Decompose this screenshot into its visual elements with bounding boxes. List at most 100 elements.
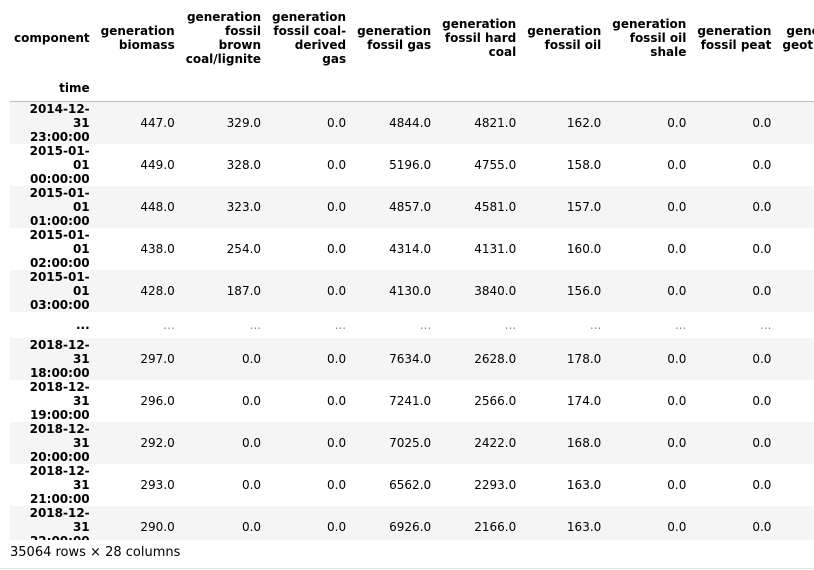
cell: 0.0 [752,284,772,298]
empty-header [96,75,182,102]
header-row: component generation biomass generation f… [10,0,814,75]
data-row: 2014-12-31 23:00:00 447.0 329.0 0.0 4844.0 48… [10,101,814,144]
cell: 0.0 [752,200,772,214]
data-row: 2018-12-31 19:00:00 296.0 0.0 0.0 7241.0 2566… [10,380,814,422]
cell: 0.0 [778,464,814,506]
cell: 5196.0 [389,158,432,172]
cell: 0.0 [667,520,687,534]
cell: 0.0 [667,352,687,366]
cell: 293.0 [140,478,175,492]
cell: 0.0 [241,436,262,450]
cell: 0.0 [327,242,347,256]
cell: 2628.0 [474,352,517,366]
cell: 0.0 [667,284,687,298]
cell: 0.0 [241,520,262,534]
cell: 296.0 [140,394,175,408]
empty-header [181,75,269,102]
cell: 0.0 [778,422,814,464]
cell: 0.0 [752,436,772,450]
row-index: 2018-12-31 19:00:00 [29,380,90,422]
cell: 7025.0 [389,436,432,450]
cell: ... [249,318,262,332]
cell: 254.0 [226,242,262,256]
empty-header [693,75,779,102]
cell: 2566.0 [474,394,517,408]
cell: 438.0 [140,242,175,256]
data-row: 2018-12-31 22:00:00 290.0 0.0 0.0 6926.0 2166… [10,506,814,540]
cell: 4581.0 [474,200,517,214]
cell: 6562.0 [389,478,432,492]
row-index: 2018-12-31 20:00:00 [29,422,90,464]
data-row: 2015-01-01 03:00:00 428.0 187.0 0.0 4130.0 38… [10,270,814,312]
columns-name: component [14,30,90,45]
cell: 3840.0 [474,284,517,298]
cell: 0.0 [667,394,687,408]
cell: 449.0 [140,158,175,172]
cell: 0.0 [752,478,772,492]
empty-header [523,75,609,102]
cell: 4844.0 [389,116,432,130]
row-index: ... [75,318,90,332]
row-index: 2015-01-01 01:00:00 [29,186,90,228]
cell: 0.0 [752,242,772,256]
cell: 168.0 [566,436,602,450]
cell: 448.0 [140,200,175,214]
cell: 6926.0 [389,520,432,534]
column-header: generation biomass [100,23,175,52]
cell: 0.0 [667,242,687,256]
cell: 0.0 [327,284,347,298]
cell: 157.0 [566,200,602,214]
row-index: 2018-12-31 22:00:00 [29,506,90,540]
column-header: generation fossil gas [357,23,432,52]
data-row: 2018-12-31 20:00:00 292.0 0.0 0.0 7025.0 2422… [10,422,814,464]
cell: 0.0 [752,158,772,172]
empty-header [353,75,439,102]
cell: ... [504,318,517,332]
cell: 0.0 [327,158,347,172]
cell: 292.0 [140,436,175,450]
cell: 0.0 [752,116,772,130]
cell: 4314.0 [389,242,432,256]
cell: 160.0 [566,242,602,256]
data-row: 2018-12-31 21:00:00 293.0 0.0 0.0 6562.0 2293… [10,464,814,506]
data-row: 2015-01-01 02:00:00 438.0 254.0 0.0 4314.0 41… [10,228,814,270]
shape-footer: 35064 rows × 28 columns [10,545,181,560]
cell: 2293.0 [474,478,517,492]
cell: 0.0 [667,200,687,214]
cell: 0.0 [667,478,687,492]
cell: 0.0 [327,520,347,534]
cell: 7634.0 [389,352,432,366]
cell: ... [674,318,687,332]
data-row: ................................. [10,312,814,338]
cell: 428.0 [140,284,175,298]
cell: 4130.0 [389,284,432,298]
empty-header [438,75,524,102]
data-row: 2015-01-01 00:00:00 449.0 328.0 0.0 5196.0 47… [10,144,814,186]
cell: 0.0 [327,200,347,214]
cell: 4131.0 [474,242,517,256]
cell: 0.0 [667,116,687,130]
cell: 156.0 [566,284,602,298]
cell: 162.0 [566,116,602,130]
cell: 178.0 [566,352,602,366]
cell: 0.0 [752,352,772,366]
cell: 297.0 [140,352,175,366]
cell: 329.0 [226,116,262,130]
cell: 0.0 [752,394,772,408]
cell: 0.0 [778,228,814,270]
empty-header [608,75,694,102]
cell: 328.0 [226,158,262,172]
cell: 0.0 [241,394,262,408]
dataframe-view: component generation biomass generation f… [10,0,814,540]
cell: 7241.0 [389,394,432,408]
index-name: time [10,75,97,102]
empty-header [778,75,814,102]
cell: 0.0 [778,338,814,380]
cell: 0.0 [752,520,772,534]
cell: 0.0 [667,158,687,172]
column-header: generation fossil hard coal [442,16,517,59]
column-header: generation fossil brown coal/lignite [185,9,262,66]
cell: 2422.0 [474,436,517,450]
cell: 0.0 [667,436,687,450]
